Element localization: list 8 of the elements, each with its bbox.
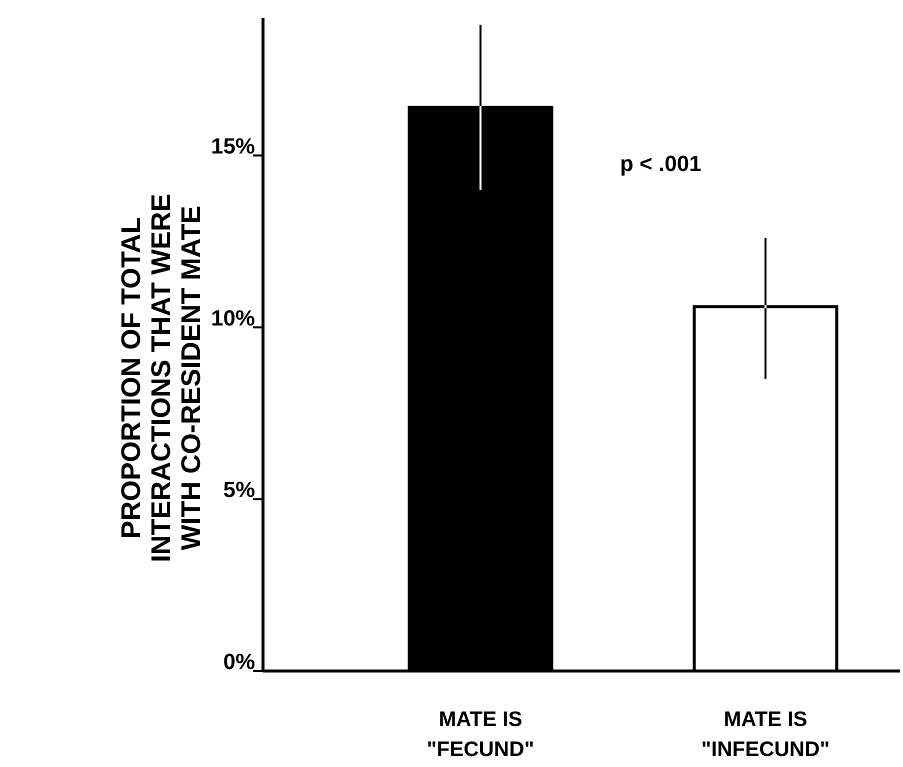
y-tick-label: 10% xyxy=(210,305,255,330)
x-tick-label: MATE IS "INFECUND" xyxy=(701,708,830,761)
annotation: p < .001 xyxy=(620,151,702,176)
y-tick-label: 5% xyxy=(223,477,255,502)
x-tick-label: MATE IS "FECUND" xyxy=(426,708,534,761)
y-axis-title: PROPORTION OF TOTAL INTERACTIONS THAT WERE WITH CO-RESIDENT MATE xyxy=(116,194,206,562)
y-tick-label: 15% xyxy=(210,133,255,158)
y-tick-label: 0% xyxy=(223,649,255,674)
